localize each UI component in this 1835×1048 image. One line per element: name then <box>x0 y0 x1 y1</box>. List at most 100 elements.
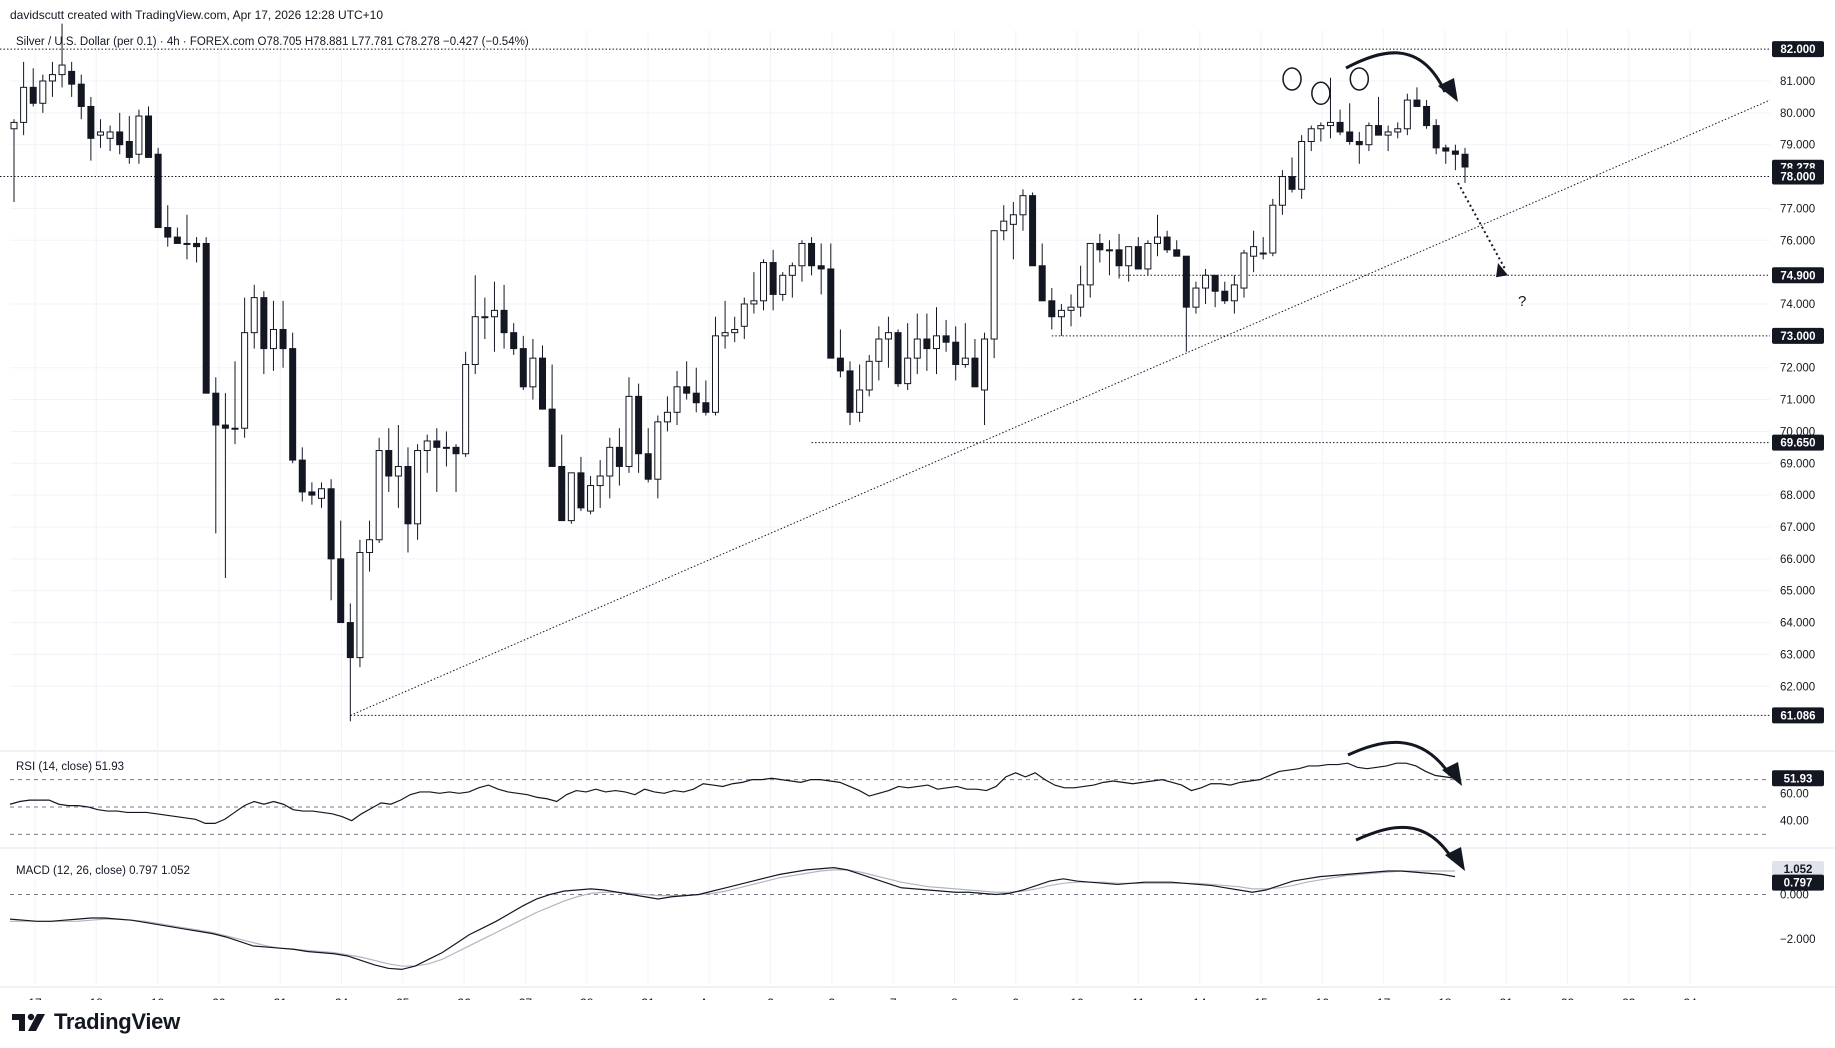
candle <box>414 444 422 540</box>
bearish-candle-body <box>452 446 460 455</box>
rsi-y-tick-label: 40.00 <box>1780 816 1809 828</box>
x-tick-label: 16 <box>1316 996 1330 1000</box>
candle <box>1192 281 1200 314</box>
bearish-candle-body <box>894 332 902 385</box>
bearish-candle-body <box>702 402 710 413</box>
candle <box>788 262 796 298</box>
candle <box>1384 125 1392 152</box>
candle <box>529 339 537 400</box>
candle <box>1202 268 1210 304</box>
candle <box>904 323 912 390</box>
candle <box>827 243 835 359</box>
bullish-candle-body <box>663 411 671 423</box>
bullish-candle-body <box>884 332 892 340</box>
bearish-candle-body <box>385 450 393 477</box>
bearish-candle-body <box>1432 125 1440 149</box>
chart-canvas[interactable]: ? 1718192021242526272831Apr2378910111415… <box>0 0 1835 1000</box>
bearish-candle-body <box>1451 150 1459 155</box>
x-tick-label: 31 <box>641 996 655 1000</box>
macd-legend[interactable]: MACD (12, 26, close) 0.797 1.052 <box>16 865 190 877</box>
drawing-layer: ? <box>1282 51 1526 871</box>
x-tick-label: 8 <box>951 996 958 1000</box>
bearish-candle-body <box>1413 99 1421 107</box>
bullish-candle-body <box>1144 242 1152 270</box>
bearish-candle-body <box>1336 121 1344 133</box>
bullish-candle-body <box>10 121 18 130</box>
bearish-candle-body <box>1221 290 1229 302</box>
bullish-candle-body <box>1009 214 1017 225</box>
y-tick-label: 81.000 <box>1780 76 1815 88</box>
top-marker-circle <box>1282 67 1302 91</box>
bullish-candle-body <box>1125 246 1133 267</box>
candle <box>1134 237 1142 270</box>
candle <box>1451 144 1459 171</box>
y-tick-label: 69.000 <box>1780 458 1815 470</box>
bearish-candle-body <box>1134 246 1142 270</box>
price-label-text: 74.900 <box>1780 270 1815 282</box>
bullish-candle-body <box>39 80 47 104</box>
bullish-candle-body <box>760 262 768 302</box>
x-tick-label: 18 <box>1438 996 1452 1000</box>
candle <box>20 61 28 136</box>
candle <box>1259 237 1267 260</box>
bullish-candle-body <box>135 115 143 155</box>
candle <box>1154 214 1162 257</box>
candle <box>1115 233 1123 279</box>
candle <box>1048 288 1056 330</box>
bearish-candle-body <box>68 70 76 85</box>
candle <box>1077 265 1085 317</box>
bearish-candle-body <box>289 348 297 461</box>
rsi-legend[interactable]: RSI (14, close) 51.93 <box>16 761 124 773</box>
y-tick-label: 65.000 <box>1780 586 1815 598</box>
candle <box>1298 135 1306 199</box>
uptrend-line <box>350 99 1771 716</box>
macd-y-tick-label: 0.000 <box>1780 889 1809 901</box>
bullish-candle-body <box>481 316 489 319</box>
candle <box>385 428 393 492</box>
candle <box>894 329 902 387</box>
arrow-curve <box>1347 740 1452 776</box>
tradingview-brand[interactable]: TradingView <box>12 1009 180 1035</box>
candle <box>1067 294 1075 327</box>
bullish-candle-body <box>462 364 470 455</box>
x-tick-label: 19 <box>151 996 165 1000</box>
question-mark-annotation: ? <box>1518 293 1526 310</box>
candle <box>366 520 374 572</box>
main-legend[interactable]: Silver / U.S. Dollar (per 0.1) · 4h · FO… <box>16 36 529 48</box>
bullish-candle-body <box>1202 274 1210 289</box>
bullish-candle-body <box>96 131 104 136</box>
candle <box>1182 255 1190 352</box>
bullish-candle-body <box>250 297 258 334</box>
bullish-candle-body <box>798 242 806 267</box>
bearish-candle-body <box>193 242 201 248</box>
candle <box>289 332 297 464</box>
bearish-candle-body <box>827 268 835 359</box>
candle <box>510 323 518 355</box>
bullish-candle-body <box>904 357 912 385</box>
bullish-candle-body <box>1365 125 1373 146</box>
bullish-candle-body <box>606 446 614 477</box>
x-tick-label: 21 <box>274 996 288 1000</box>
brand-name: TradingView <box>54 1009 180 1034</box>
bullish-candle-body <box>654 421 662 480</box>
rsi-bearish-arrow <box>1347 740 1462 786</box>
candle <box>1375 96 1383 136</box>
bearish-candle-body <box>173 236 181 244</box>
bullish-candle-body <box>1307 128 1315 143</box>
bullish-candle-body <box>423 440 431 452</box>
bullish-candle-body <box>981 338 989 391</box>
top-marker-circle <box>1311 81 1331 106</box>
bullish-candle-body <box>106 131 114 139</box>
price-label-text: 61.086 <box>1780 710 1815 722</box>
candle <box>279 300 287 368</box>
bullish-candle-body <box>932 335 940 350</box>
price-label-tag: 74.900 <box>1772 267 1824 284</box>
arrow-curve <box>1355 825 1455 861</box>
x-tick-label: 22 <box>1561 996 1575 1000</box>
indicator-layer <box>9 762 1456 971</box>
candle <box>702 380 710 416</box>
bullish-candle-body <box>471 316 479 366</box>
bearish-candle-body <box>1115 249 1123 267</box>
candle <box>462 351 470 457</box>
macd-y-tick-label: −2.000 <box>1780 934 1816 946</box>
